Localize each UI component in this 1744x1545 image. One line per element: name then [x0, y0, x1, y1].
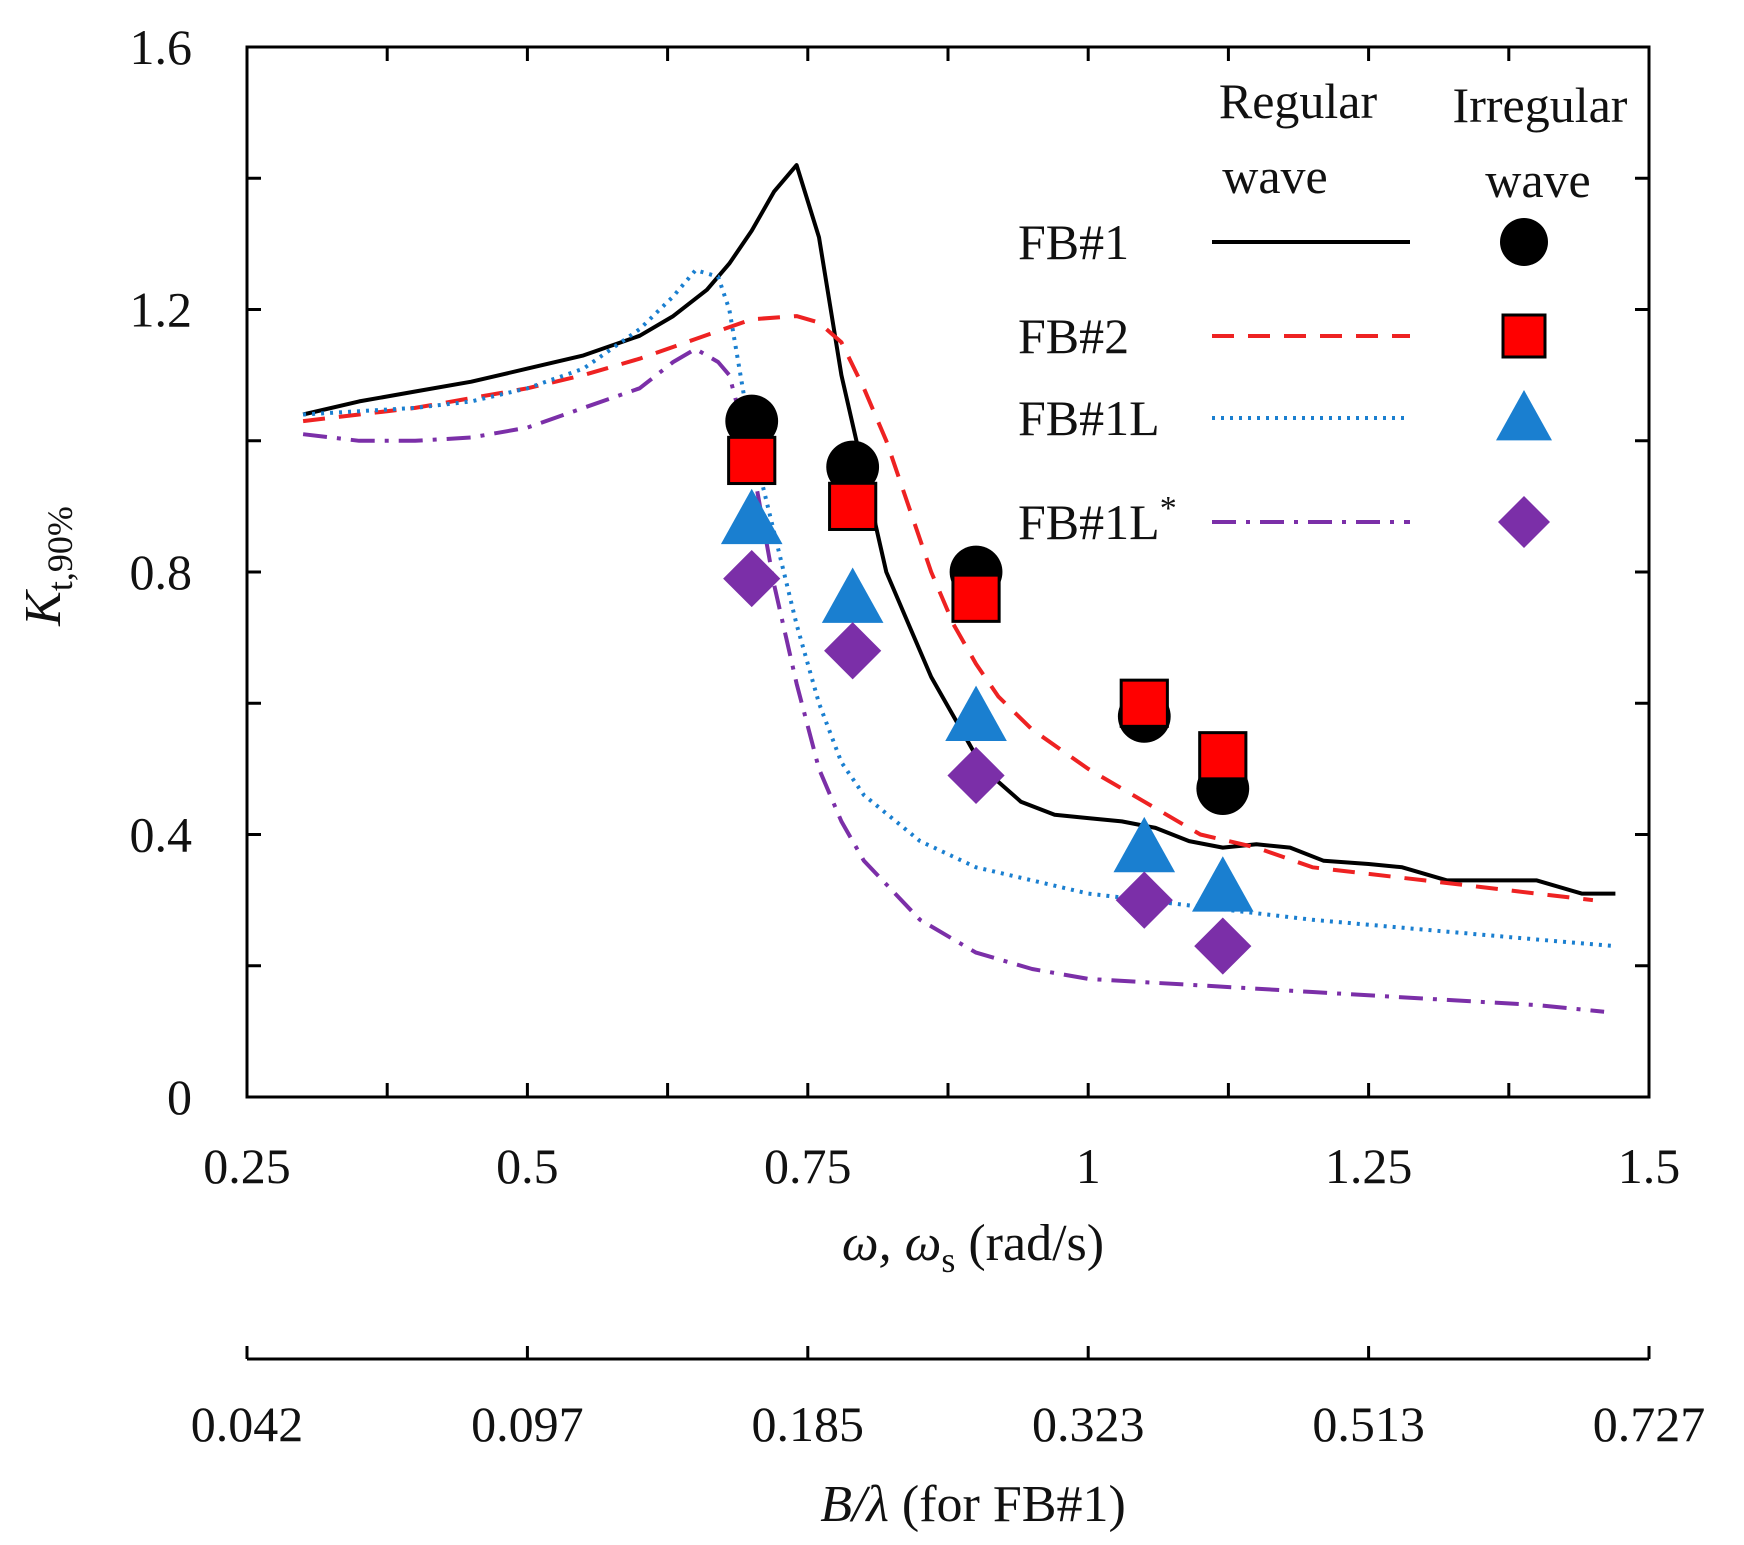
secondary-tick-label: 0.513	[1312, 1396, 1425, 1452]
irregular-point-2	[1113, 816, 1176, 873]
legend-label-0: FB#1	[1018, 214, 1129, 270]
legend-header-regular-line1: Regular	[1219, 73, 1378, 129]
irregular-point-3	[824, 622, 882, 680]
x-tick-label: 0.5	[496, 1138, 559, 1194]
legend: Regular wave Irregular wave FB#1 FB#2 FB#1…	[1018, 73, 1628, 550]
irregular-point-1	[951, 573, 1001, 623]
x-axis-ticks: 0.25 0.5 0.75 1 1.25 1.5	[203, 47, 1680, 1194]
irregular-point-3	[1194, 917, 1252, 975]
legend-marker-3	[1498, 496, 1550, 548]
y-axis-label: Kt,90%	[15, 506, 80, 627]
secondary-tick-label: 0.097	[471, 1396, 584, 1452]
y-tick-label: 1.6	[130, 19, 193, 75]
legend-marker-0	[1500, 218, 1548, 266]
secondary-tick-label: 0.727	[1593, 1396, 1706, 1452]
legend-label-3: FB#1L*	[1018, 490, 1177, 550]
y-tick-label: 0.4	[130, 807, 193, 863]
series-line-1	[302, 314, 1594, 903]
legend-marker-1	[1501, 313, 1547, 359]
x-tick-label: 1.25	[1325, 1138, 1413, 1194]
x-tick-label: 0.25	[203, 1138, 291, 1194]
secondary-axis-ticks: 0.042 0.097 0.185 0.323 0.513 0.727	[191, 1346, 1706, 1452]
irregular-point-3	[1115, 871, 1173, 929]
series-line-0	[302, 163, 1616, 896]
x-axis-label-main: ω, ω	[842, 1215, 941, 1272]
x-axis-label: ω, ωs (rad/s)	[842, 1215, 1104, 1280]
y-tick-label: 1.2	[130, 282, 193, 338]
legend-marker-2	[1496, 390, 1552, 441]
y-tick-label: 0	[167, 1069, 192, 1125]
secondary-tick-label: 0.323	[1032, 1396, 1145, 1452]
legend-label-2: FB#1L	[1018, 390, 1160, 446]
irregular-point-2	[945, 685, 1007, 742]
irregular-point-1	[727, 435, 777, 486]
irregular-point-2	[720, 488, 783, 545]
irregular-point-2	[821, 567, 884, 623]
y-axis-label-sub: t,90%	[40, 506, 80, 591]
irregular-point-0	[826, 440, 880, 494]
x-axis-label-unit: (rad/s)	[955, 1215, 1104, 1272]
secondary-tick-label: 0.042	[191, 1396, 304, 1452]
x-axis-label-sub: s	[941, 1240, 955, 1280]
irregular-point-0	[725, 394, 779, 448]
secondary-tick-label: 0.185	[752, 1396, 865, 1452]
legend-header-regular-line2: wave	[1222, 148, 1328, 204]
legend-header-irregular-line1: Irregular	[1453, 77, 1628, 133]
legend-header-irregular-line2: wave	[1485, 152, 1591, 208]
irregular-point-1	[828, 481, 878, 531]
irregular-point-3	[947, 746, 1005, 805]
y-tick-label: 0.8	[130, 544, 193, 600]
legend-label-1: FB#2	[1018, 308, 1129, 364]
legend-label-sup: *	[1160, 490, 1177, 527]
secondary-axis-label-suffix: (for FB#1)	[889, 1476, 1126, 1533]
series-line-3	[302, 346, 1605, 1014]
x-tick-label: 1	[1076, 1138, 1101, 1194]
plot-frame	[245, 45, 1651, 1099]
secondary-axis-label: B/λ (for FB#1)	[820, 1476, 1126, 1533]
irregular-point-3	[723, 549, 781, 608]
x-tick-label: 0.75	[764, 1138, 852, 1194]
irregular-point-1	[1198, 731, 1248, 781]
series-lines	[302, 163, 1616, 1014]
irregular-point-2	[1191, 856, 1254, 912]
secondary-axis-label-main: B/λ	[820, 1476, 889, 1533]
x-tick-label: 1.5	[1618, 1138, 1681, 1194]
series-markers	[720, 394, 1254, 975]
y-axis-ticks: 0 0.4 0.8 1.2 1.6	[130, 19, 1649, 1125]
y-axis-label-main: K	[15, 589, 72, 627]
irregular-point-1	[1119, 678, 1169, 728]
